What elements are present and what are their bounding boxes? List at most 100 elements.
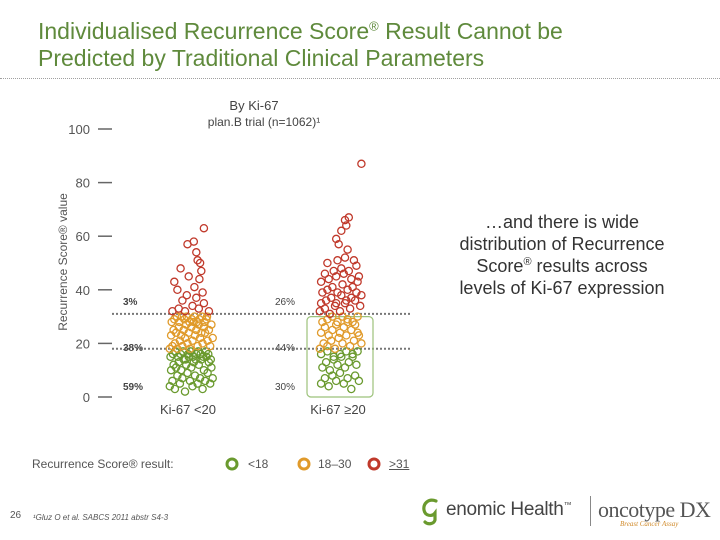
data-point (204, 349, 213, 359)
title-line2: Predicted by Traditional Clinical Parame… (38, 45, 485, 71)
y-tick-label-80: 80 (76, 176, 90, 191)
data-point (188, 352, 198, 362)
data-point (323, 315, 332, 324)
data-point (175, 317, 184, 327)
data-point (326, 293, 336, 303)
data-point (199, 223, 209, 233)
data-point (353, 347, 362, 356)
data-point (195, 274, 204, 284)
callout-registered-mark: ® (523, 256, 532, 268)
callout-line3b: results across (531, 256, 648, 276)
data-point (202, 312, 212, 321)
data-point (173, 285, 182, 295)
data-point (195, 373, 205, 383)
data-point (349, 336, 359, 345)
data-point (354, 376, 364, 386)
logo-tm-mark: ™ (563, 500, 572, 510)
data-point (326, 336, 336, 345)
data-point (342, 296, 351, 305)
genomic-health-g-icon (422, 498, 438, 526)
data-point (198, 339, 207, 348)
percent-label-1: 38% (123, 343, 143, 354)
chart-title-line2: plan.B trial (n=1062)¹ (208, 115, 320, 129)
data-point (333, 288, 342, 297)
data-point (320, 269, 330, 278)
y-tick-label-60: 60 (76, 229, 90, 244)
chart-points (165, 159, 366, 396)
y-tick-label-20: 20 (76, 336, 90, 351)
data-point (166, 365, 176, 375)
data-point (185, 344, 195, 354)
data-point (208, 333, 217, 343)
data-point (340, 253, 350, 262)
data-point (344, 266, 354, 276)
data-point (199, 365, 209, 375)
data-point (344, 213, 354, 222)
data-point (190, 282, 199, 292)
data-point (354, 331, 364, 340)
data-point (189, 237, 199, 246)
data-point (330, 344, 340, 354)
data-point (180, 387, 190, 396)
data-point (328, 312, 337, 321)
data-point (347, 293, 356, 303)
data-point (316, 298, 326, 308)
data-point (194, 304, 204, 313)
data-point (197, 266, 206, 276)
data-point (208, 373, 217, 383)
data-point (323, 285, 332, 295)
percent-label-4: 44% (275, 343, 295, 354)
data-point (316, 277, 326, 287)
data-point (343, 373, 352, 383)
data-point (321, 357, 331, 367)
data-point (347, 274, 356, 284)
data-point (192, 293, 201, 303)
data-point (353, 312, 362, 321)
chart-axes: 0 20 40 60 80 100 Recurrence Score® value (56, 122, 410, 405)
data-point (357, 159, 366, 169)
data-point (187, 323, 196, 332)
data-point (338, 280, 347, 289)
data-point (201, 347, 211, 356)
y-tick-label-0: 0 (83, 390, 90, 405)
data-point (318, 288, 327, 297)
data-point (193, 256, 202, 265)
data-point (170, 384, 180, 394)
chart-labels: By Ki-67 plan.B trial (n=1062)¹ Ki-67 <20 K… (123, 98, 366, 417)
data-point (347, 384, 356, 394)
legend-label-low: <18 (248, 457, 269, 471)
data-point (323, 347, 332, 356)
data-point (343, 317, 352, 327)
y-tick-label-100: 100 (68, 122, 90, 137)
category-label-0: Ki-67 <20 (160, 402, 216, 417)
data-point (352, 261, 361, 270)
title-divider (0, 78, 720, 79)
low-band-highlight-box (306, 316, 374, 398)
data-point (180, 306, 190, 316)
data-point (175, 379, 185, 388)
data-point (331, 376, 341, 386)
percent-label-0: 3% (123, 297, 138, 308)
data-point (205, 341, 215, 351)
data-point (357, 290, 366, 300)
percent-label-5: 30% (275, 382, 295, 393)
data-point (334, 239, 343, 249)
genomic-health-logo: enomic Health™ (446, 499, 572, 521)
logo-divider (590, 496, 591, 526)
data-point (335, 306, 345, 316)
data-point (345, 304, 355, 313)
data-point (190, 371, 200, 380)
data-point (178, 373, 187, 383)
data-point (331, 272, 341, 281)
data-point (173, 344, 182, 354)
data-point (169, 360, 178, 370)
data-point (200, 317, 209, 327)
data-point (204, 306, 214, 316)
data-point (324, 382, 333, 391)
data-point (342, 221, 351, 230)
data-point (352, 360, 361, 370)
data-point (323, 258, 332, 268)
data-point (207, 363, 216, 372)
data-point (176, 331, 186, 340)
data-point (204, 325, 214, 335)
